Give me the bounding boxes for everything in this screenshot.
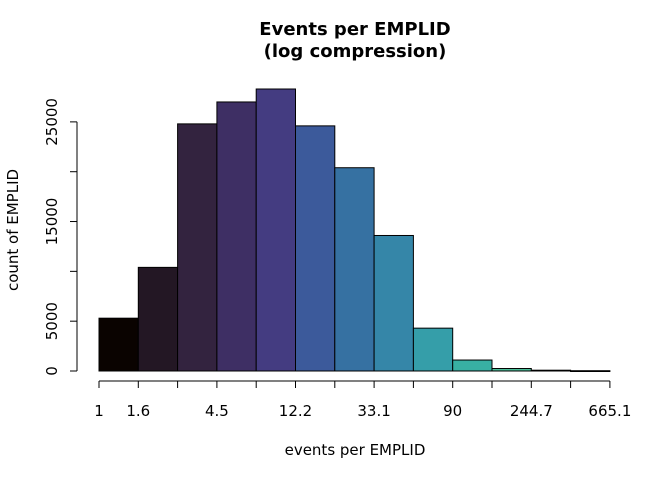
histogram-bar	[412, 327, 454, 372]
histogram-bar	[373, 234, 414, 372]
histogram-bar	[570, 370, 611, 373]
x-axis-label: events per EMPLID	[285, 441, 426, 459]
x-tick-label: 90	[443, 402, 462, 420]
x-tick-label: 12.2	[279, 402, 312, 420]
histogram-bar	[295, 125, 336, 372]
x-tick-label: 244.7	[510, 402, 553, 420]
y-axis: 0 5000 15000 25000	[43, 98, 78, 376]
y-tick-label: 5000	[43, 302, 61, 340]
y-tick-label: 15000	[43, 198, 61, 246]
histogram-bar	[530, 369, 572, 372]
x-tick-label: 1.6	[126, 402, 150, 420]
chart-subtitle: (log compression)	[264, 41, 447, 62]
x-tick-label: 33.1	[357, 402, 390, 420]
histogram-bar	[255, 88, 297, 372]
y-axis-label: count of EMPLID	[4, 169, 22, 291]
x-axis: 1 1.6 4.5 12.2 33.1 90 244.7 665.1	[94, 380, 631, 420]
histogram-bar	[334, 167, 375, 372]
histogram-bar	[137, 266, 179, 372]
histogram-bar	[98, 317, 139, 372]
x-tick-label: 1	[94, 402, 104, 420]
y-tick-label: 0	[43, 366, 61, 376]
y-tick-label: 25000	[43, 98, 61, 146]
histogram-bar	[216, 101, 257, 372]
histogram-bar	[177, 123, 218, 372]
histogram-bar	[491, 368, 532, 372]
x-tick-label: 4.5	[205, 402, 229, 420]
chart-title: Events per EMPLID	[259, 19, 450, 40]
bars-group	[98, 88, 611, 373]
x-tick-label: 665.1	[588, 402, 631, 420]
histogram-bar	[452, 359, 493, 372]
